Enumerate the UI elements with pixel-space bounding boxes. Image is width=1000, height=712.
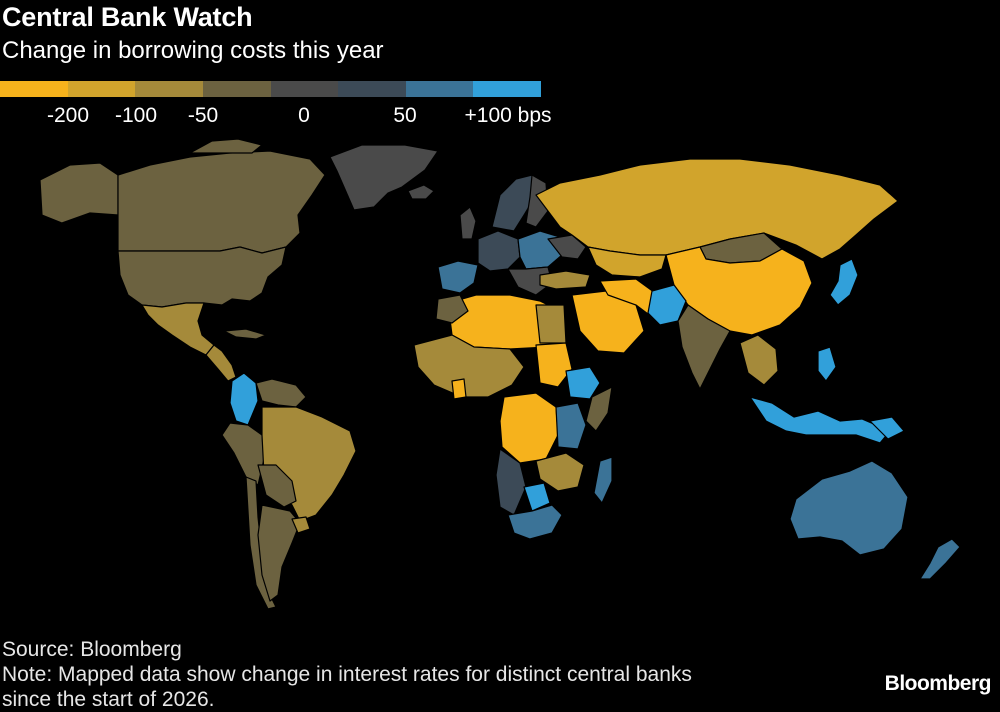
region-somalia [585,386,613,432]
region-usa [117,246,287,308]
region-western-europe [477,230,521,272]
region-botswana [523,482,551,512]
region-australia [789,460,909,556]
region-iceland [407,184,435,200]
legend-swatch-5 [270,81,339,97]
region-west-africa [413,334,525,398]
footnote-line-1: Note: Mapped data show change in interes… [2,663,692,686]
region-morocco [435,294,469,324]
region-zambia [535,452,585,492]
legend-swatch-2 [67,81,136,97]
legend-swatch-1 [0,81,68,97]
region-india [677,304,731,390]
region-finland [525,174,549,228]
region-new-zealand [919,538,961,580]
world-map [0,135,1000,635]
region-greenland [329,144,439,211]
chart-subtitle: Change in borrowing costs this year [2,37,384,64]
source-note: Source: Bloomberg [2,638,182,661]
region-peru [221,422,265,486]
region-mexico [141,302,215,356]
legend-label-minus-50: -50 [187,104,219,127]
legend-label-minus-100: -100 [114,104,158,127]
legend-label-50: 50 [393,104,417,127]
region-japan [829,258,859,306]
legend-swatch-3 [135,81,203,97]
region-venezuela [255,378,307,408]
region-egypt [535,304,567,344]
legend-label-plus-100: +100 bps [464,104,552,127]
region-papua [869,416,905,440]
legend-swatch-7 [405,81,474,97]
legend-swatch-6 [338,81,406,97]
region-central-america [205,344,237,382]
region-indonesia [749,396,891,444]
region-ukraine [547,234,587,260]
region-ethiopia [565,366,601,400]
region-argentina [257,504,301,602]
region-caribbean [223,328,267,340]
region-uk [459,206,477,240]
region-south-africa [507,504,563,540]
legend-label-minus-200: -200 [46,104,90,127]
legend-swatch-4 [202,81,271,97]
region-southeast-asia [739,334,779,386]
region-sudan [535,342,573,388]
region-madagascar [593,456,613,504]
region-arctic-islands [189,138,263,154]
region-brazil [261,406,357,522]
region-eastern-europe [517,230,563,270]
legend-label-zero: 0 [298,104,310,127]
region-dr-congo [499,392,559,464]
color-legend [0,81,541,97]
region-canada [117,150,326,254]
world-map-svg [39,138,961,610]
footnote-line-2: since the start of 2026. [2,688,215,711]
region-bolivia-paraguay [257,464,297,508]
chart-title: Central Bank Watch [2,2,253,32]
region-kazakhstan [587,246,667,278]
region-east-africa [555,402,587,450]
region-philippines [817,346,837,382]
region-ghana [451,378,467,400]
legend-swatch-8 [473,81,541,97]
region-iberia [437,260,479,294]
bloomberg-logo: Bloomberg [884,672,992,695]
region-uruguay [291,516,311,534]
region-alaska [39,162,119,224]
region-colombia [229,372,259,426]
region-turkey [539,270,591,290]
